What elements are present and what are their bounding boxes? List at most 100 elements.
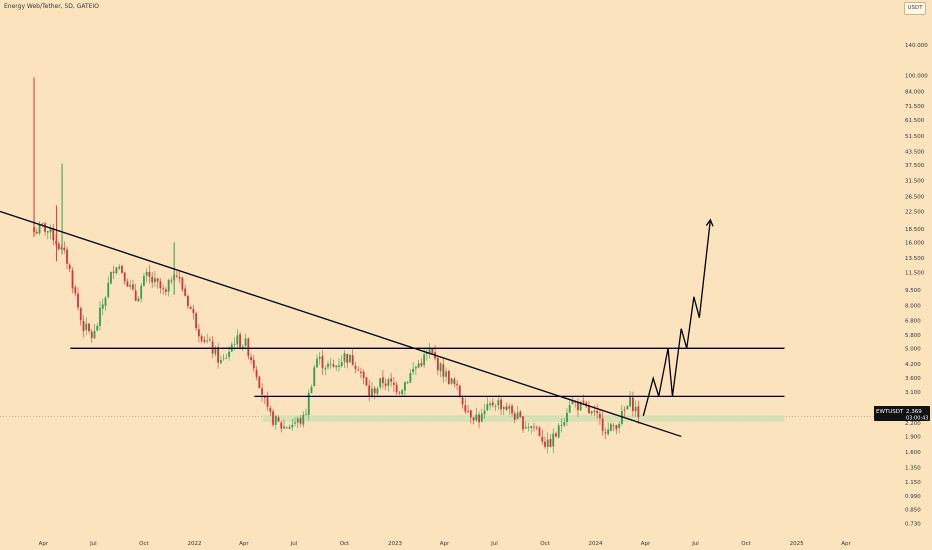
candle-body: [423, 354, 426, 366]
candle-body: [403, 382, 406, 391]
x-tick-label: Oct: [741, 541, 751, 547]
candle-body: [552, 433, 555, 447]
candle-body: [269, 408, 272, 412]
x-tick-label: Oct: [340, 541, 350, 547]
candle-body: [579, 401, 582, 411]
currency-badge[interactable]: USDT: [904, 2, 926, 15]
y-tick-label: 100.000: [905, 74, 928, 80]
candle-body: [252, 359, 255, 369]
y-tick-label: 18.500: [905, 227, 925, 233]
candle-body: [44, 223, 46, 232]
candle-body: [52, 227, 55, 241]
time-axis[interactable]: Apr Jul Oct 2022 Apr Jul Oct 2023 Apr Jul Oct 2024 A…: [39, 541, 852, 547]
candle-body: [82, 320, 85, 332]
candle-body: [557, 425, 560, 438]
candle-body: [571, 400, 574, 405]
y-tick-label: 9.500: [905, 288, 921, 294]
price-tag-symbol: EWTUSDT: [876, 409, 904, 415]
candle-body: [478, 414, 480, 423]
candle-body: [593, 411, 596, 412]
candle-body: [631, 397, 634, 412]
x-tick-label: Apr: [841, 541, 851, 547]
candle-body: [88, 323, 90, 332]
candles: [33, 77, 640, 454]
candle-body: [123, 272, 126, 282]
candle-body: [483, 410, 486, 415]
candle-body: [258, 376, 261, 389]
candle-body: [475, 414, 478, 421]
candle-body: [461, 397, 464, 405]
candle-body: [96, 325, 99, 331]
candle-body: [637, 406, 640, 418]
candle-body: [409, 372, 412, 383]
candle-body: [63, 247, 66, 251]
candle-body: [126, 281, 129, 287]
trendlines: [0, 210, 785, 438]
candle-body: [255, 369, 258, 378]
candle-body: [239, 334, 241, 348]
candle-body: [458, 385, 461, 398]
candle-body: [305, 413, 307, 415]
candle-body: [376, 388, 379, 394]
candle-body: [538, 427, 541, 437]
candle-body: [395, 384, 398, 393]
candle-body: [447, 370, 450, 384]
candle-body: [436, 357, 439, 371]
candle-body: [610, 424, 612, 431]
y-tick-label: 140.000: [905, 43, 928, 49]
candle-body: [497, 400, 500, 406]
candle-body: [206, 340, 209, 342]
candle-body: [349, 354, 351, 363]
candle-body: [46, 231, 49, 233]
candle-body: [445, 371, 447, 377]
candle-body: [195, 313, 198, 329]
candle-body: [505, 406, 508, 410]
candle-body: [387, 379, 390, 386]
candle-body: [343, 353, 346, 362]
candle-body: [516, 412, 519, 420]
x-tick-label: Jul: [290, 541, 298, 547]
candle-body: [236, 335, 239, 345]
candle-body: [577, 401, 579, 411]
candle-body: [115, 267, 118, 273]
y-tick-label: 13.500: [905, 256, 925, 262]
candle-body: [148, 271, 151, 277]
candle-body: [327, 363, 329, 368]
candle-body: [137, 298, 140, 302]
candle-body: [604, 432, 607, 434]
candle-body: [151, 276, 154, 283]
candle-body: [140, 285, 143, 299]
price-axis[interactable]: 140.000 100.000 84.000 71.500 61.500 51.500 43…: [905, 43, 928, 528]
candle-body: [285, 427, 288, 429]
candle-body: [49, 227, 52, 233]
y-tick-label: 3.100: [905, 390, 921, 396]
x-tick-label: Jul: [89, 541, 97, 547]
candle-body: [346, 354, 349, 363]
candle-body: [398, 392, 401, 394]
candle-body: [162, 288, 165, 289]
candle-body: [208, 339, 211, 341]
candle-body: [272, 411, 274, 425]
candle-body: [634, 407, 637, 412]
projection-path: [642, 218, 714, 417]
y-tick-label: 11.500: [905, 270, 925, 276]
candle-body: [450, 378, 453, 384]
candle-body: [382, 377, 384, 384]
candle-body: [442, 364, 445, 377]
candle-body: [77, 293, 79, 308]
y-tick-label: 84.000: [905, 89, 925, 95]
candle-body: [35, 231, 38, 234]
y-tick-label: 16.000: [905, 240, 925, 246]
candle-body: [362, 371, 365, 378]
candle-body: [384, 383, 387, 386]
candle-body: [480, 413, 483, 422]
candle-body: [277, 417, 280, 422]
y-tick-label: 5.000: [905, 346, 921, 352]
candle-body: [535, 427, 538, 429]
candle-body: [414, 366, 417, 369]
candle-body: [214, 348, 217, 355]
candle-body: [38, 223, 41, 234]
y-tick-label: 8.000: [905, 304, 921, 310]
candle-body: [393, 382, 395, 385]
